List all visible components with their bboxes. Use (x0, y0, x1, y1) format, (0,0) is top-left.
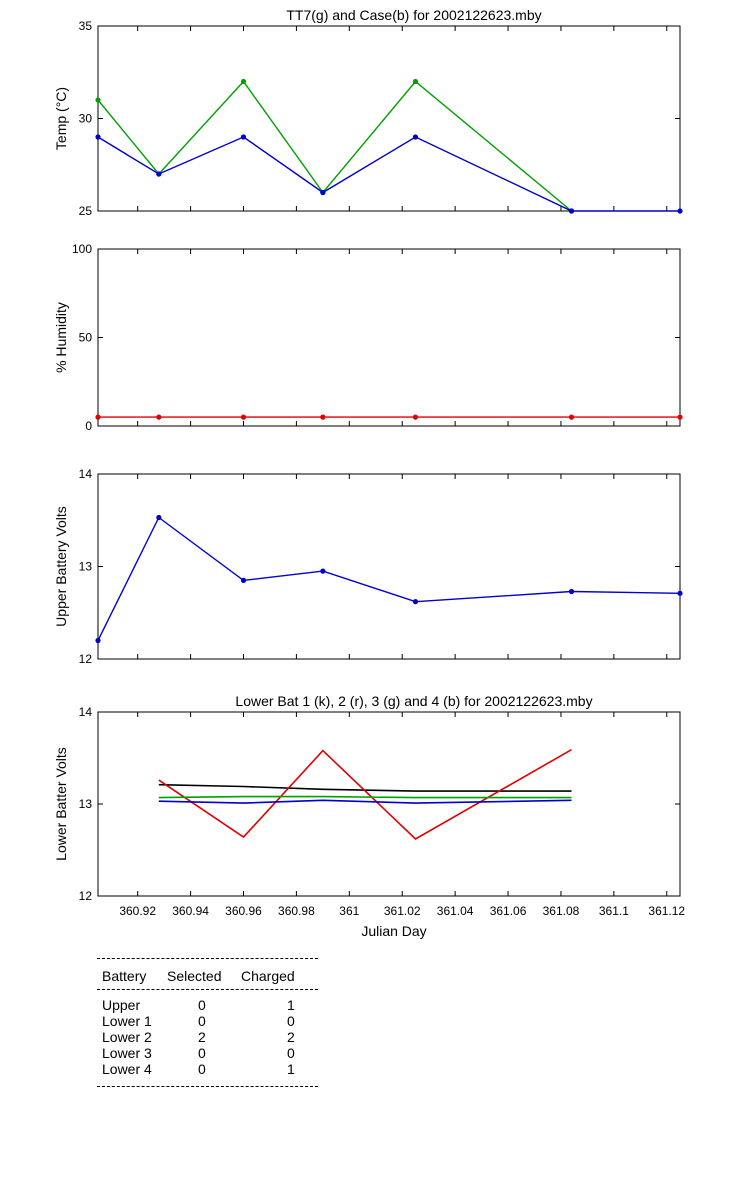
selected-value: 0 (198, 997, 206, 1013)
y-tick-label: 100 (72, 242, 92, 256)
y-tick-label: 12 (79, 652, 93, 666)
charged-value: 0 (287, 1013, 295, 1029)
selected-value: 0 (198, 1013, 206, 1029)
chart-title: TT7(g) and Case(b) for 2002122623.mby (286, 7, 541, 23)
data-point (240, 78, 247, 85)
table-row: Lower 1 0 0 (97, 1013, 318, 1029)
y-tick-label: 50 (79, 331, 93, 345)
plot-frame (97, 25, 681, 212)
series-line (97, 516, 681, 641)
charged-value: 1 (287, 1061, 295, 1077)
header-selected: Selected (167, 968, 222, 984)
battery-name: Lower 4 (102, 1061, 152, 1077)
y-tick-label: 14 (79, 705, 93, 719)
y-axis-label: % Humidity (53, 302, 69, 373)
data-point (95, 637, 101, 644)
data-point (95, 134, 101, 140)
header-battery: Battery (102, 968, 147, 984)
data-point (677, 590, 683, 596)
data-point (320, 414, 326, 420)
x-tick-label: 361.12 (648, 904, 685, 918)
x-tick-label: 361.04 (437, 904, 474, 918)
data-point (568, 414, 575, 420)
data-point (320, 189, 326, 196)
charged-value: 0 (287, 1045, 295, 1061)
data-point (412, 599, 419, 605)
charged-value: 2 (287, 1029, 295, 1045)
data-point (677, 414, 683, 420)
charts-canvas: 25 30 35 TT7(g) and Case(b) for 2002122623.… (53, 7, 685, 939)
table-row: Upper 0 1 (97, 997, 318, 1013)
y-tick-label: 14 (79, 467, 93, 481)
series-line (158, 749, 572, 840)
data-point (412, 134, 419, 140)
chart-title: Lower Bat 1 (k), 2 (r), 3 (g) and 4 (b) … (235, 693, 592, 709)
battery-name: Lower 3 (102, 1045, 152, 1061)
data-point (156, 414, 162, 420)
data-point (320, 568, 326, 574)
series-line (97, 80, 572, 212)
data-point (95, 414, 101, 420)
battery-name: Lower 2 (102, 1029, 152, 1045)
x-tick-label: 361.06 (490, 904, 527, 918)
table-header-row: Battery Selected Charged (97, 959, 318, 989)
x-tick-label: 360.98 (278, 904, 315, 918)
data-point (156, 171, 162, 177)
table-rule-bottom (97, 1086, 318, 1087)
series-line (158, 799, 572, 804)
header-charged: Charged (241, 968, 295, 984)
table-row: Lower 2 2 2 (97, 1029, 318, 1045)
data-point (412, 414, 419, 420)
data-point (240, 134, 247, 140)
y-axis-label: Lower Batter Volts (53, 747, 69, 861)
data-point (240, 414, 247, 420)
y-tick-label: 30 (79, 112, 93, 126)
battery-name: Upper (102, 997, 141, 1013)
y-axis-label: Upper Battery Volts (53, 506, 69, 627)
x-tick-label: 360.96 (225, 904, 262, 918)
series-line (97, 136, 680, 212)
table-row: Lower 4 0 1 (97, 1061, 318, 1077)
selected-value: 2 (198, 1029, 206, 1045)
plot-frame (97, 711, 681, 897)
series-line (158, 795, 572, 799)
x-tick-label: 361.02 (384, 904, 421, 918)
x-axis-label: Julian Day (361, 923, 426, 939)
table-rule-top (97, 958, 318, 959)
selected-value: 0 (198, 1045, 206, 1061)
y-tick-label: 25 (79, 204, 93, 218)
y-axis-label: Temp (°C) (53, 87, 69, 150)
plot-frame (97, 473, 681, 660)
x-tick-label: 361.08 (543, 904, 580, 918)
table-body: Upper 0 1 Lower 1 0 0 Lower 2 2 2 Lower … (97, 990, 318, 1086)
plot-frame (97, 248, 681, 427)
data-point (95, 97, 101, 103)
data-point (412, 78, 419, 85)
x-tick-label: 360.92 (119, 904, 156, 918)
y-tick-label: 0 (85, 419, 92, 433)
data-point (677, 208, 683, 214)
y-tick-label: 13 (79, 797, 93, 811)
table-rule-middle (97, 989, 318, 990)
x-tick-label: 361 (339, 904, 359, 918)
x-tick-label: 361.1 (599, 904, 629, 918)
data-point (568, 208, 575, 214)
battery-table: Battery Selected Charged Upper 0 1 Lower… (97, 958, 318, 1087)
y-tick-label: 13 (79, 560, 93, 574)
series-line (158, 783, 572, 792)
data-point (156, 514, 162, 521)
y-tick-label: 12 (79, 889, 93, 903)
data-point (240, 577, 247, 583)
table-row: Lower 3 0 0 (97, 1045, 318, 1061)
selected-value: 0 (198, 1061, 206, 1077)
charged-value: 1 (287, 997, 295, 1013)
battery-name: Lower 1 (102, 1013, 152, 1029)
data-point (568, 588, 575, 595)
y-tick-label: 35 (79, 19, 93, 33)
x-tick-label: 360.94 (172, 904, 209, 918)
